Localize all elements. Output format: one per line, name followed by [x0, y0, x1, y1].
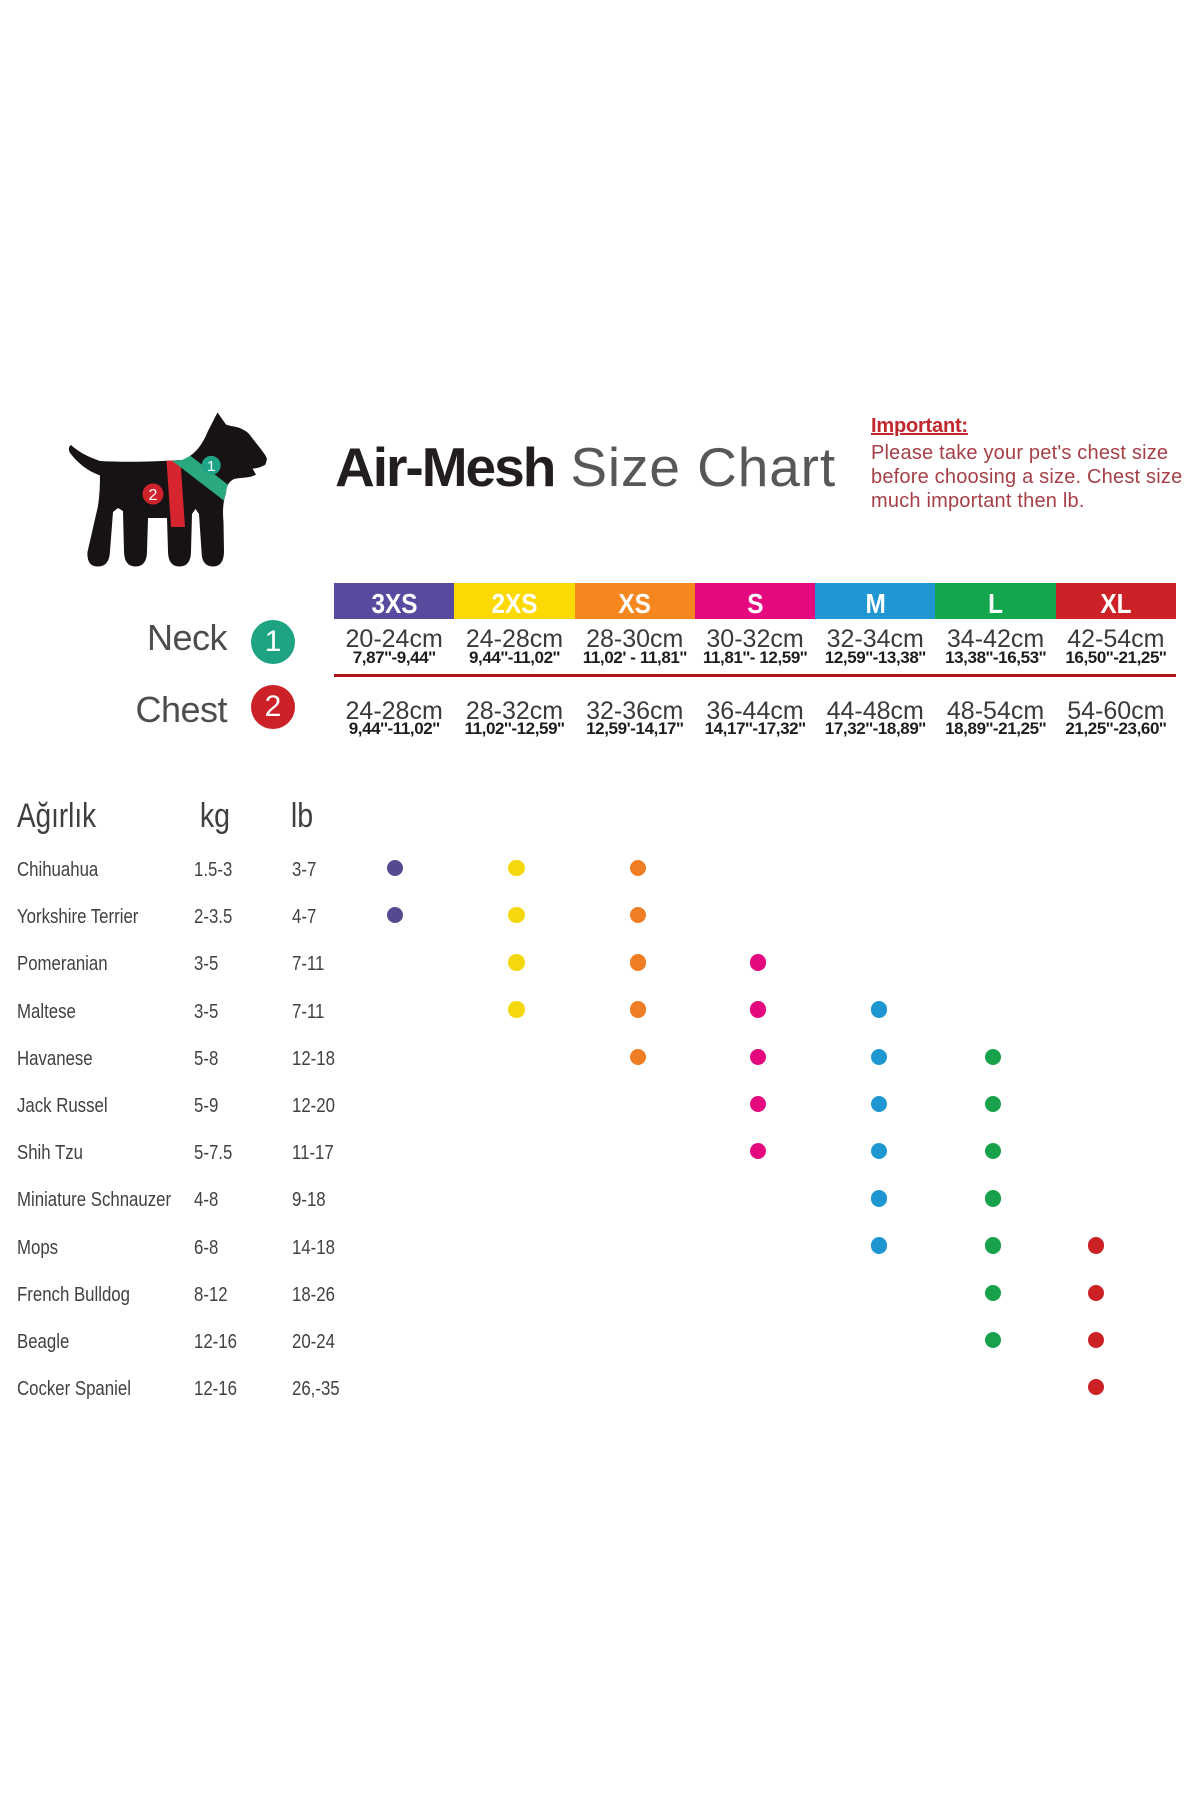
- svg-text:1: 1: [207, 458, 215, 475]
- svg-text:2: 2: [149, 487, 158, 504]
